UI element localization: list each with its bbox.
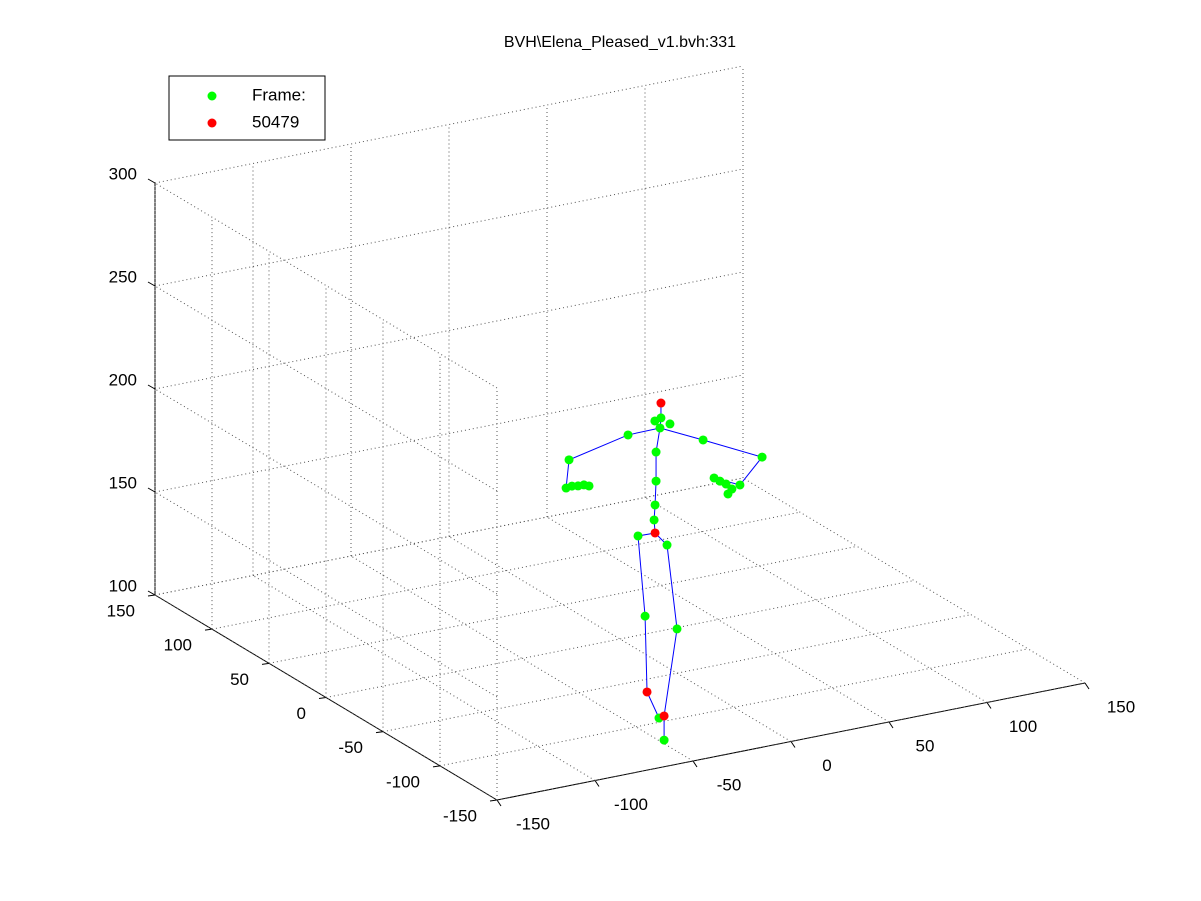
point — [662, 540, 672, 550]
chart-title: BVH\Elena_Pleased_v1.bvh:331 — [504, 34, 736, 51]
point — [723, 489, 733, 499]
point — [659, 711, 669, 721]
z-tick-label: 300 — [109, 164, 137, 183]
y-tick-mark — [147, 594, 156, 597]
point — [640, 611, 650, 621]
point — [649, 515, 659, 525]
z-tick-label: 200 — [109, 370, 137, 389]
point — [757, 452, 767, 462]
y-tick-label: 100 — [164, 636, 192, 655]
x-tick-label: -50 — [717, 775, 742, 794]
y-tick-label: -50 — [338, 738, 363, 757]
z-tick-label: 100 — [109, 576, 137, 595]
point — [735, 480, 745, 490]
y-tick-label: -150 — [443, 806, 477, 825]
y-tick-mark — [432, 765, 441, 768]
legend-marker — [207, 91, 217, 101]
x-tick-label: -100 — [614, 795, 648, 814]
x-tick-mark — [594, 780, 600, 787]
z-tick-label: 250 — [109, 267, 137, 286]
y-tick-mark — [375, 731, 384, 734]
point — [633, 531, 643, 541]
grid-line — [154, 182, 498, 389]
legend-label: Frame: — [252, 85, 306, 104]
point — [650, 416, 660, 426]
y-tick-mark — [261, 662, 270, 665]
y-tick-label: 150 — [107, 601, 135, 620]
legend: Frame: 50479 — [168, 75, 326, 141]
point — [659, 735, 669, 745]
grid-line — [644, 497, 988, 703]
y-tick-mark — [318, 697, 327, 699]
y-tick-mark — [489, 799, 498, 802]
x-tick-label: 150 — [1107, 697, 1135, 716]
legend-marker — [207, 118, 217, 128]
y-tick-label: 50 — [230, 670, 249, 689]
x-tick-label: -150 — [516, 814, 550, 833]
y-tick-mark — [204, 628, 213, 631]
point — [698, 435, 708, 445]
z-tick-mark — [147, 178, 156, 184]
grid-layer: -150 -100 -50 0 50 100 150 -150 -100 -50 0 50 100 150… — [107, 65, 1135, 833]
grid-line — [154, 285, 498, 492]
grid-line — [154, 388, 498, 595]
z-tick-mark — [147, 590, 156, 596]
point — [650, 528, 660, 538]
x-tick-mark — [790, 741, 796, 748]
grid-line — [448, 536, 792, 742]
z-tick-mark — [147, 487, 156, 493]
x-tick-mark — [888, 721, 894, 729]
z-tick-label: 150 — [109, 473, 137, 492]
x-tick-label: 0 — [822, 756, 831, 775]
grid-line — [742, 477, 1086, 684]
grid-line — [154, 491, 498, 698]
y-tick-label: -100 — [386, 772, 420, 791]
y-tick-label: 0 — [297, 704, 306, 723]
point — [623, 430, 633, 440]
x-tick-mark — [692, 760, 698, 768]
z-tick-mark — [147, 384, 156, 390]
grid-line — [154, 594, 498, 801]
point — [584, 481, 594, 491]
point — [564, 455, 574, 465]
x-tick-label: 100 — [1009, 717, 1037, 736]
point — [642, 687, 652, 697]
point — [656, 398, 666, 408]
grid-line — [252, 575, 596, 781]
point — [651, 476, 661, 486]
point — [651, 447, 661, 457]
x-tick-label: 50 — [916, 736, 935, 755]
point — [655, 423, 665, 433]
point — [721, 479, 731, 489]
legend-label: 50479 — [252, 112, 299, 131]
point — [650, 500, 660, 510]
x-tick-mark — [496, 799, 502, 807]
point — [665, 419, 675, 429]
point — [672, 624, 682, 634]
legend-box — [168, 75, 326, 141]
grid-line — [546, 516, 890, 723]
x-tick-mark — [1084, 682, 1090, 690]
z-tick-mark — [147, 281, 156, 287]
marks-layer — [561, 398, 767, 745]
grid-line — [350, 555, 694, 762]
x-tick-mark — [986, 702, 992, 709]
